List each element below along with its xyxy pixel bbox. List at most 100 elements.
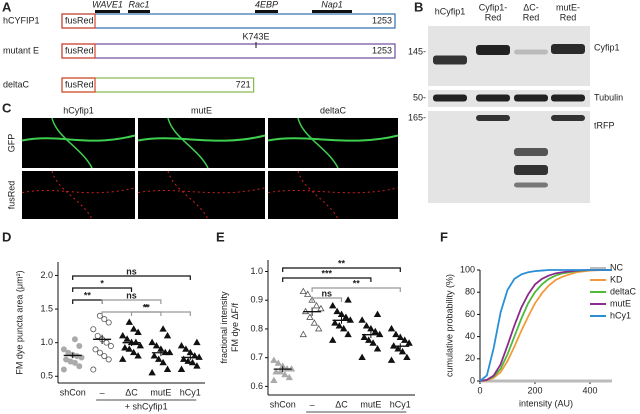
data-point: [344, 296, 352, 303]
data-point: [163, 331, 172, 339]
sig-bracket: [311, 297, 343, 302]
x-tick-label: ΔC: [125, 387, 138, 397]
x-tick-label: 200: [527, 385, 542, 395]
data-point: [130, 325, 138, 332]
data-point: [299, 330, 307, 338]
y-tick-label: 40: [465, 331, 475, 341]
blot-band: [514, 148, 548, 156]
data-point: [387, 356, 396, 363]
lane-label: Red: [560, 12, 577, 22]
data-point: [63, 356, 70, 363]
construct-name: mutant E: [3, 45, 39, 55]
data-point: [329, 336, 337, 343]
data-point: [159, 325, 167, 332]
mw-marker: 145-: [408, 46, 426, 56]
data-point: [392, 330, 400, 338]
x-tick-label: shCon: [60, 387, 86, 397]
y-tick-label: 100: [460, 264, 475, 274]
y-tick-label: 0.8: [250, 323, 263, 333]
x-tick-label: shCon: [270, 399, 296, 409]
tag-box: [61, 13, 96, 29]
neurite: [267, 134, 399, 142]
blot-band: [514, 165, 548, 175]
neurite: [297, 117, 339, 169]
data-point: [155, 355, 163, 362]
y-tick-label: 0.9: [250, 295, 263, 305]
domain-label: 4EBP: [255, 0, 278, 9]
y-tick-label: 0.6: [250, 381, 263, 391]
x-tick-label: 400: [582, 385, 597, 395]
data-point: [299, 287, 307, 294]
blot-band: [551, 44, 585, 54]
data-point: [403, 353, 411, 361]
construct-length: 1253: [372, 15, 392, 25]
sig-bracket: [101, 311, 191, 316]
lane-label: Red: [485, 12, 502, 22]
y-tick-label: 0.7: [250, 352, 263, 362]
legend-label: mutE: [610, 298, 631, 308]
construct-body: [61, 13, 396, 29]
sig-label: ns: [126, 290, 137, 300]
data-point: [123, 335, 131, 342]
data-point: [76, 363, 83, 370]
data-point: [90, 366, 97, 373]
blot-band: [514, 182, 548, 188]
data-point: [105, 319, 112, 326]
data-point: [387, 324, 396, 332]
data-point: [92, 346, 99, 353]
tag-label: fusRed: [65, 15, 94, 25]
y-tick-label: 1.0: [250, 266, 263, 276]
y-tick-label: 0: [470, 375, 475, 385]
data-point: [362, 322, 371, 329]
blot-label: tRFP: [594, 120, 615, 130]
data-point: [119, 355, 127, 362]
legend-label: NC: [610, 262, 623, 272]
data-point: [148, 368, 156, 376]
data-point: [182, 345, 190, 352]
domain-bar: [312, 10, 352, 13]
legend-label: KD: [610, 274, 623, 284]
sig-bracket: [311, 287, 401, 292]
data-point: [103, 339, 110, 346]
blot-band: [476, 115, 510, 121]
neurite: [167, 170, 209, 220]
data-point: [96, 349, 103, 356]
x-tick-label: ΔC: [335, 399, 348, 409]
lane-label: mutE-: [556, 2, 580, 12]
panel-letter: D: [2, 229, 11, 244]
data-point: [193, 362, 201, 369]
row-label: GFP: [6, 134, 16, 153]
group-label: + shCyfip1: [125, 401, 168, 411]
data-point: [186, 348, 194, 356]
tag-box: [61, 43, 96, 59]
neurite: [267, 187, 399, 194]
x-tick-label: hCy1: [180, 387, 201, 397]
y-tick-label: 60: [465, 309, 475, 319]
x-tick-label: mutE: [150, 387, 171, 397]
blot-band: [514, 49, 548, 55]
neurite: [137, 134, 266, 142]
sig-bracket: [282, 277, 372, 282]
sig-bracket: [101, 299, 162, 304]
sig-label: ***: [322, 268, 333, 278]
panel-letter: F: [440, 229, 448, 244]
curve: [479, 269, 612, 382]
sig-label: **: [353, 278, 361, 288]
blot-image: [428, 111, 590, 203]
x-tick-label: 0: [477, 385, 482, 395]
blot-label: Cyfip1: [594, 42, 620, 52]
domain-label: Nap1: [321, 0, 343, 9]
panel-letter: B: [414, 0, 423, 14]
neurite: [137, 187, 266, 194]
y-tick-label: 0.5: [40, 371, 53, 381]
data-point: [134, 352, 142, 359]
micrograph: [138, 171, 265, 219]
neurite: [51, 170, 93, 220]
sig-bracket: [72, 287, 133, 292]
sig-label: *: [100, 278, 104, 288]
domain-bar: [255, 10, 278, 13]
sig-label: ns: [126, 266, 137, 276]
y-axis-title: FM dye puncta area (μm²): [14, 270, 24, 374]
column-label: deltaC: [320, 105, 347, 115]
blot-label: Tubulin: [594, 92, 623, 102]
